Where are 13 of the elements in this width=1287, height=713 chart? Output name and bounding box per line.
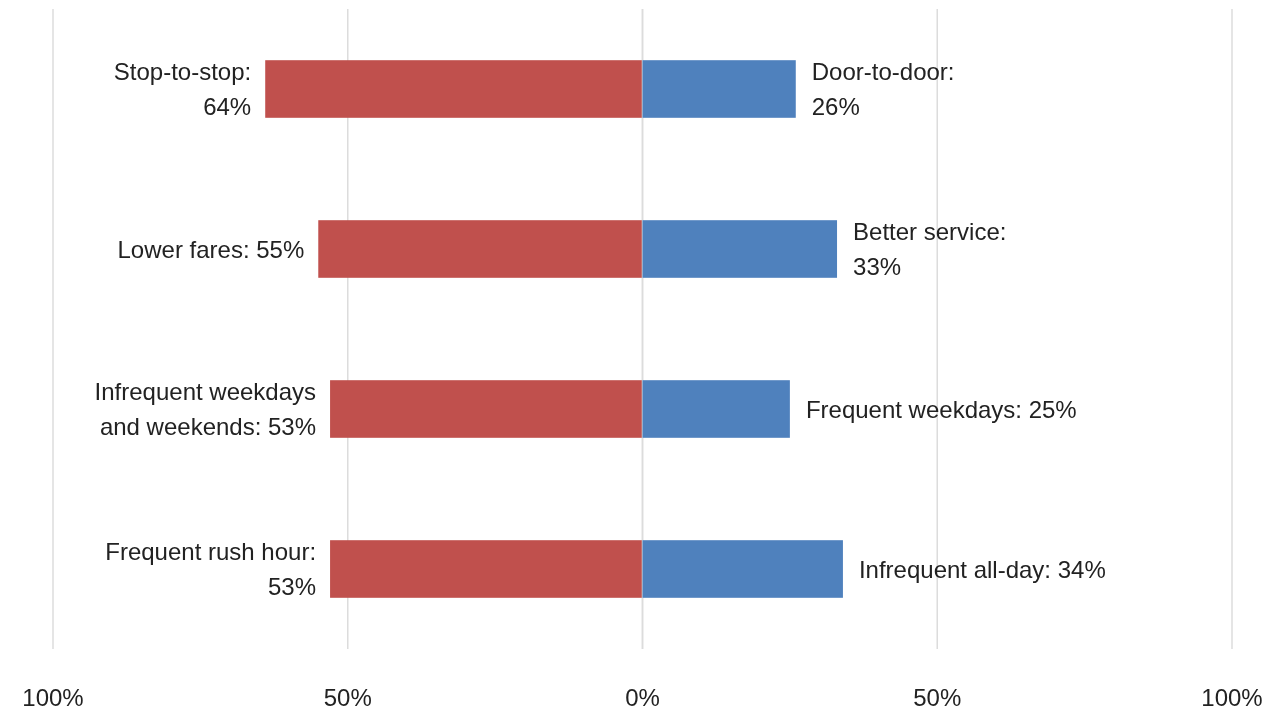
data-label: Lower fares: 55% [117,235,305,263]
x-tick-label: 0% [625,683,660,711]
data-label: Infrequent weekdays and weekends: 53% [94,378,317,440]
data-label: Frequent weekdays: 25% [805,395,1077,423]
data-label: Better service: 33% [853,218,1007,280]
x-tick-label: 50% [913,683,962,711]
x-tick-label: 50% [323,683,372,711]
data-label: Stop-to-stop: 64% [113,58,252,120]
x-tick-label: 100% [22,683,84,711]
data-label: Door-to-door: 26% [811,58,955,120]
x-tick-label: 100% [1201,683,1263,711]
data-label: Infrequent all-day: 34% [858,555,1106,583]
data-label: Frequent rush hour: 53% [105,538,317,600]
